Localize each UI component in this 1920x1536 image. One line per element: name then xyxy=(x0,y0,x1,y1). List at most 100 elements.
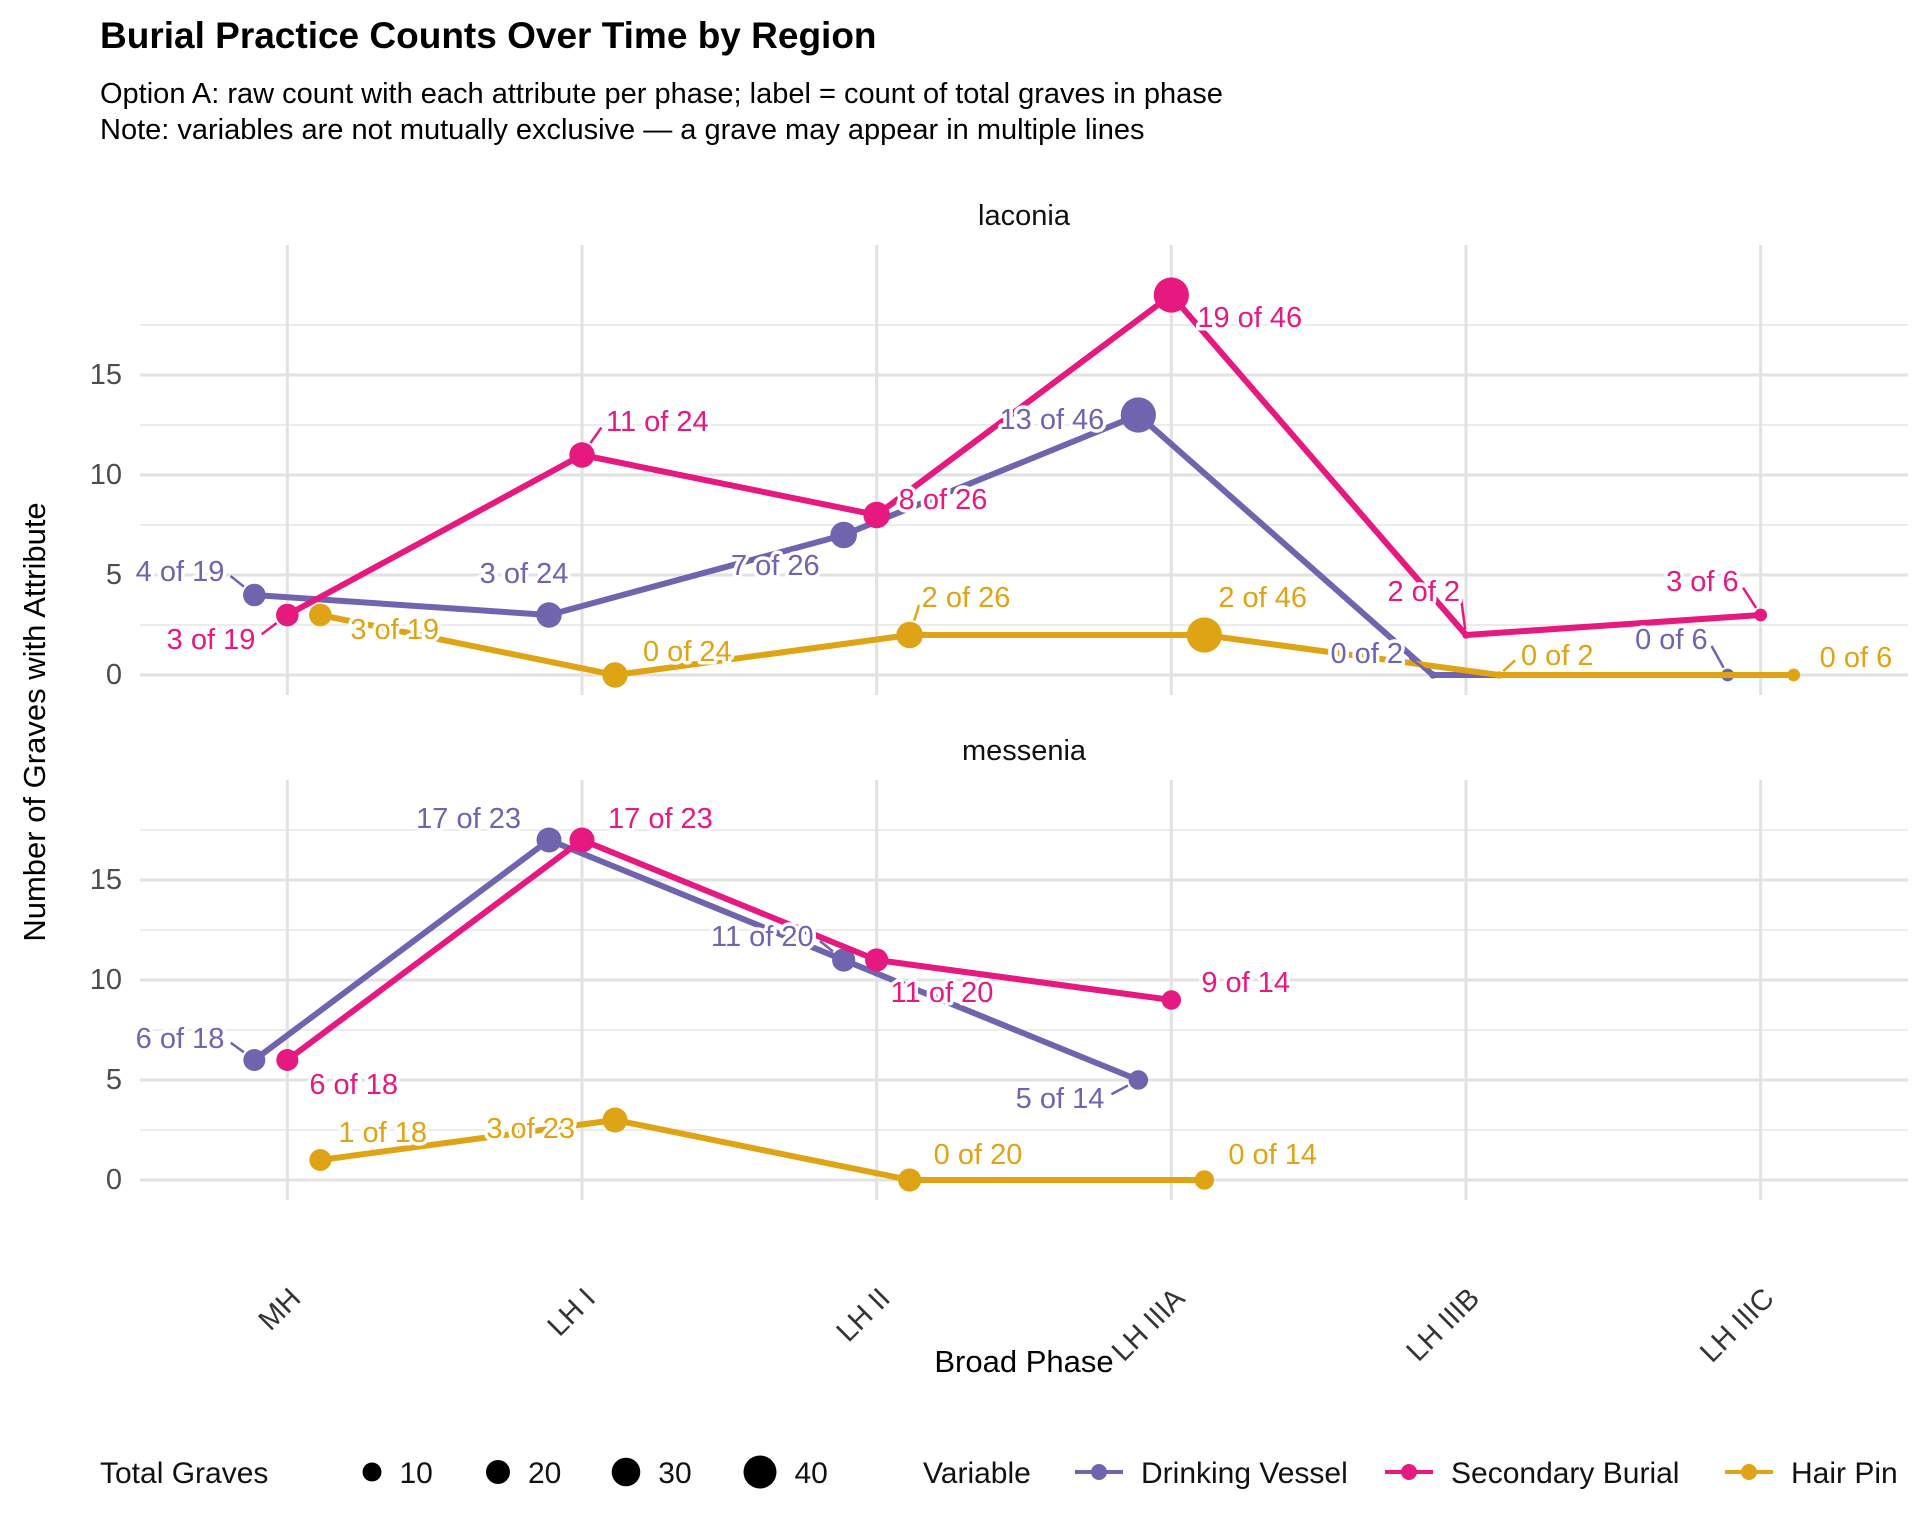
data-point xyxy=(602,662,628,688)
variable-legend-label: Drinking Vessel xyxy=(1141,1457,1348,1490)
size-legend-items: 10 20 30 40 xyxy=(362,1455,828,1490)
label-leader xyxy=(230,1041,245,1054)
data-point-label: 4 of 19 xyxy=(136,556,225,588)
label-leader xyxy=(1741,587,1758,609)
label-leader xyxy=(819,940,834,953)
label-leader xyxy=(1408,656,1430,673)
data-point xyxy=(898,1168,922,1192)
size-legend-key xyxy=(743,1455,777,1489)
label-leader xyxy=(1459,598,1467,630)
data-point xyxy=(1495,671,1503,679)
data-point-label: 9 of 14 xyxy=(1201,967,1290,999)
data-point-label: 17 of 23 xyxy=(608,803,713,835)
data-point-label: 3 of 6 xyxy=(1666,566,1739,598)
series-line xyxy=(319,612,1794,678)
data-point-label: 8 of 26 xyxy=(899,484,988,516)
data-point-label: 0 of 6 xyxy=(1820,642,1893,674)
data-point-label: 11 of 20 xyxy=(711,921,814,953)
y-tick-label: 15 xyxy=(90,359,122,391)
data-point xyxy=(832,948,856,972)
series-line xyxy=(285,292,1761,638)
data-point-label: 3 of 19 xyxy=(350,614,439,646)
data-point xyxy=(536,827,562,853)
data-point-label: 3 of 23 xyxy=(486,1113,575,1145)
data-point-label: 3 of 19 xyxy=(167,624,256,656)
data-point-label: 19 of 46 xyxy=(1197,302,1302,334)
variable-legend-key-point xyxy=(1401,1464,1417,1480)
y-tick-label: 10 xyxy=(90,459,122,491)
size-legend-value: 30 xyxy=(658,1457,691,1490)
series-line xyxy=(319,1117,1205,1183)
data-point-label: 0 of 24 xyxy=(643,636,732,668)
data-point xyxy=(830,521,857,549)
size-legend-key xyxy=(611,1457,641,1487)
data-point xyxy=(276,1049,299,1071)
size-legend-value: 40 xyxy=(795,1457,828,1490)
y-tick-label: 0 xyxy=(106,659,122,691)
y-tick-label: 0 xyxy=(106,1164,122,1196)
gridlines xyxy=(140,245,1908,1200)
data-point-label: 2 of 46 xyxy=(1218,582,1307,614)
data-point xyxy=(309,603,332,627)
data-point xyxy=(569,442,595,468)
y-tick-label: 5 xyxy=(106,559,122,591)
data-point xyxy=(243,583,266,607)
data-point xyxy=(276,603,299,627)
chart-subtitle-line2: Note: variables are not mutually exclusi… xyxy=(100,114,1145,146)
label-leader xyxy=(1502,659,1516,673)
label-leader xyxy=(1710,645,1725,669)
data-point xyxy=(1429,671,1437,679)
variable-legend-label: Secondary Burial xyxy=(1451,1457,1679,1490)
variable-legend-key-point xyxy=(1741,1464,1757,1480)
data-point-label: 2 of 2 xyxy=(1387,576,1460,608)
data-point-label: 1 of 18 xyxy=(338,1117,427,1149)
data-point-label: 0 of 14 xyxy=(1228,1139,1317,1171)
data-point xyxy=(896,621,923,649)
data-point xyxy=(863,501,890,529)
series-line xyxy=(285,837,1172,1063)
size-legend-value: 20 xyxy=(528,1457,561,1490)
data-point xyxy=(243,1049,266,1071)
data-point xyxy=(1194,1170,1215,1190)
facet-strip-messenia: messenia xyxy=(962,735,1087,767)
data-point xyxy=(569,827,595,853)
data-point xyxy=(309,1149,332,1171)
variable-legend-label: Hair Pin xyxy=(1791,1457,1898,1490)
series-line xyxy=(252,837,1140,1083)
series-layer xyxy=(243,277,1801,1192)
data-point xyxy=(1120,397,1156,433)
data-point-label: 17 of 23 xyxy=(416,803,521,835)
data-point-label: 13 of 46 xyxy=(1000,404,1105,436)
data-point xyxy=(602,1107,628,1133)
label-leader xyxy=(229,575,245,588)
size-legend-key xyxy=(362,1462,382,1482)
label-leader xyxy=(582,1121,602,1128)
y-tick-label: 10 xyxy=(90,964,122,996)
data-point xyxy=(865,948,889,972)
data-point-label: 3 of 24 xyxy=(480,558,569,590)
size-legend-key xyxy=(486,1460,510,1484)
variable-legend-items: Drinking Vessel Secondary Burial Hair Pin xyxy=(1075,1457,1898,1490)
data-point xyxy=(1754,608,1768,622)
y-tick-label: 15 xyxy=(90,864,122,896)
data-point xyxy=(1787,668,1801,682)
size-legend-title: Total Graves xyxy=(100,1457,268,1490)
data-point-label: 0 of 2 xyxy=(1521,640,1594,672)
facet-strip-laconia: laconia xyxy=(978,200,1071,232)
data-point xyxy=(536,602,562,628)
data-point-label: 6 of 18 xyxy=(309,1069,398,1101)
data-point xyxy=(1128,1070,1149,1090)
x-axis-title: Broad Phase xyxy=(934,1344,1113,1379)
data-point-label: 6 of 18 xyxy=(136,1023,225,1055)
size-legend-value: 10 xyxy=(400,1457,433,1490)
variable-legend-title: Variable xyxy=(923,1457,1031,1490)
data-point-label: 7 of 26 xyxy=(731,550,820,582)
data-label-layer: 4 of 19 3 of 24 7 of 26 13 of 46 0 of 2 0 of … xyxy=(132,299,1896,1175)
data-point-label: 0 of 2 xyxy=(1330,638,1403,670)
data-point xyxy=(1186,617,1222,653)
label-leader xyxy=(589,426,603,444)
chart-title: Burial Practice Counts Over Time by Regi… xyxy=(100,15,877,56)
data-point-label: 2 of 26 xyxy=(922,582,1011,614)
